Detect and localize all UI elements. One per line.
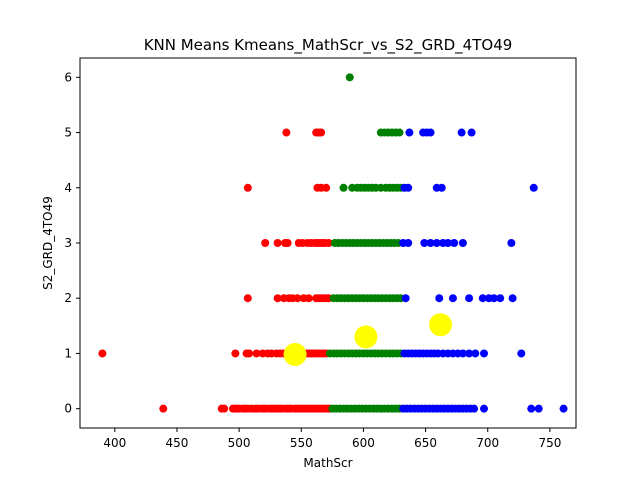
data-point-blue (559, 404, 568, 413)
y-axis: 0 1 2 3 4 5 6 (64, 70, 80, 416)
data-point-blue (480, 349, 489, 358)
data-point-red (231, 349, 240, 358)
data-point-red (261, 239, 270, 247)
data-point-red (245, 349, 254, 358)
data-point-blue (465, 294, 474, 303)
x-tick-label: 550 (290, 436, 313, 450)
data-point-red (282, 128, 291, 137)
x-tick-label: 650 (414, 436, 437, 450)
data-point-blue (432, 239, 441, 247)
data-point-blue (470, 404, 479, 413)
y-tick-label: 0 (64, 402, 72, 416)
data-point-blue (457, 128, 466, 137)
x-tick-label: 600 (352, 436, 375, 450)
y-tick-label: 2 (64, 291, 72, 305)
data-point-blue (404, 183, 413, 192)
data-point-blue (437, 183, 446, 192)
centroid-point (354, 325, 378, 349)
data-point-blue (458, 239, 467, 247)
data-point-red (317, 128, 326, 137)
data-point-red (283, 239, 292, 247)
data-point-blue (420, 239, 429, 247)
y-tick-label: 1 (64, 346, 72, 360)
y-tick-label: 6 (64, 70, 72, 84)
plot-frame (79, 57, 577, 429)
data-point-green (395, 128, 404, 137)
data-point-blue (496, 294, 505, 303)
x-tick-label: 500 (228, 436, 251, 450)
data-point-blue (480, 404, 489, 413)
centroid-point (429, 313, 452, 337)
data-point-red (243, 294, 252, 303)
data-point-blue (471, 349, 480, 358)
data-point-red (324, 239, 333, 247)
data-marks (98, 73, 568, 413)
data-point-blue (435, 294, 444, 303)
data-point-blue (401, 294, 410, 303)
data-point-blue (450, 239, 459, 247)
x-axis-label: MathScr (303, 456, 352, 470)
centroid-point (283, 343, 307, 367)
y-axis-label: S2_GRD_4TO49 (41, 196, 55, 290)
data-point-red (243, 183, 252, 192)
data-point-red (273, 294, 282, 303)
data-point-blue (478, 294, 487, 303)
x-tick-label: 400 (103, 436, 126, 450)
data-point-red (273, 239, 282, 247)
x-tick-label: 450 (166, 436, 189, 450)
data-point-blue (529, 183, 538, 192)
data-point-red (322, 183, 331, 192)
data-point-red (98, 349, 107, 358)
y-tick-label: 5 (64, 126, 72, 140)
series-red (98, 128, 334, 413)
data-point-blue (467, 128, 476, 137)
data-point-blue (458, 349, 467, 358)
data-point-blue (426, 128, 435, 137)
data-point-blue (443, 239, 452, 247)
data-point-blue (448, 294, 457, 303)
data-point-blue (426, 239, 435, 247)
data-point-green (339, 183, 348, 192)
data-point-blue (517, 349, 526, 358)
series-blue (399, 128, 568, 413)
y-tick-label: 3 (64, 236, 72, 250)
data-point-red (220, 404, 229, 413)
series-centroid (283, 313, 452, 367)
data-point-blue (508, 294, 517, 303)
data-point-blue (465, 349, 474, 358)
chart-title: KNN Means Kmeans_MathScr_vs_S2_GRD_4TO49 (144, 36, 513, 55)
y-tick-label: 4 (64, 181, 72, 195)
x-tick-label: 750 (538, 436, 561, 450)
data-point-red (304, 294, 313, 303)
data-point-blue (527, 404, 536, 413)
data-point-red (252, 349, 261, 358)
data-point-blue (405, 128, 414, 137)
data-point-blue (507, 239, 516, 247)
data-point-blue (489, 294, 498, 303)
data-point-red (293, 294, 302, 303)
series-green (325, 73, 405, 413)
data-point-green (345, 73, 354, 82)
x-tick-label: 700 (476, 436, 499, 450)
data-point-blue (534, 404, 543, 413)
x-axis: 400 450 500 550 600 650 700 750 (103, 428, 561, 450)
data-point-blue (404, 239, 413, 247)
data-point-red (159, 404, 168, 413)
